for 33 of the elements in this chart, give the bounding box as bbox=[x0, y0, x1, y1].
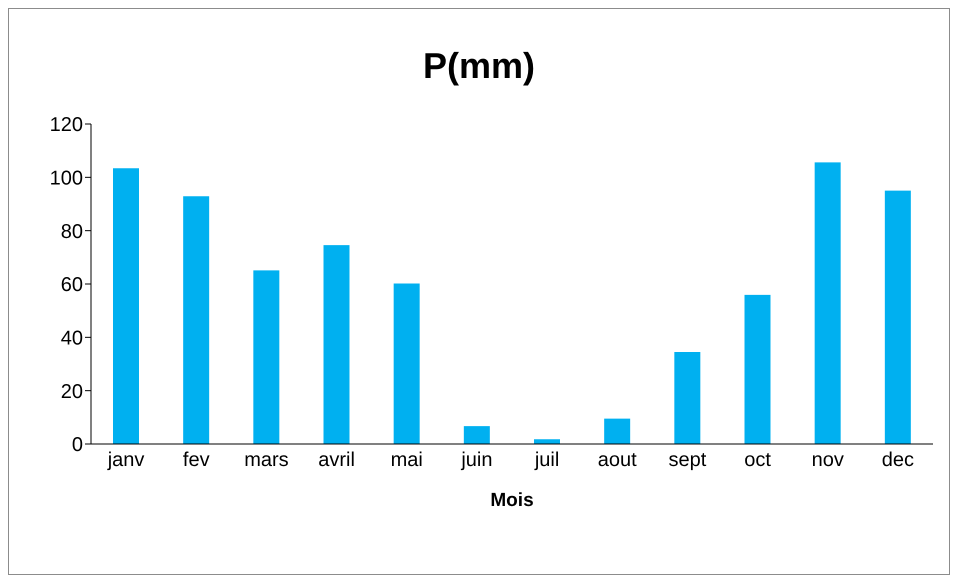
chart-title: P(mm) bbox=[422, 45, 536, 87]
x-tick-label: aout bbox=[598, 449, 638, 472]
bar bbox=[534, 439, 560, 444]
x-tick-label: juil bbox=[534, 449, 560, 472]
y-tick-label: 60 bbox=[60, 274, 83, 296]
bar bbox=[113, 168, 139, 444]
bar bbox=[884, 190, 911, 444]
x-tick-label: fev bbox=[182, 449, 210, 472]
bar bbox=[744, 294, 770, 444]
bar bbox=[324, 245, 350, 444]
bar bbox=[814, 162, 841, 444]
bar bbox=[464, 426, 490, 444]
x-tick-label: oct bbox=[744, 449, 772, 472]
bar bbox=[183, 196, 210, 444]
y-tick-label: 40 bbox=[60, 327, 83, 350]
y-tick-label: 120 bbox=[50, 114, 83, 136]
x-tick-label: juin bbox=[460, 449, 492, 472]
y-tick-label: 80 bbox=[60, 220, 83, 243]
x-tick-label: mai bbox=[390, 449, 423, 472]
x-tick-label: dec bbox=[882, 449, 914, 472]
x-tick-label: sept bbox=[668, 449, 707, 472]
bar bbox=[604, 418, 630, 444]
bar bbox=[674, 352, 700, 444]
x-tick-label: mars bbox=[244, 449, 289, 472]
bar bbox=[394, 283, 420, 444]
bar bbox=[253, 270, 280, 444]
x-axis-title: Mois bbox=[490, 490, 534, 511]
y-tick-label: 100 bbox=[50, 167, 83, 190]
y-tick-label: 0 bbox=[72, 434, 83, 456]
x-tick-label: avril bbox=[318, 449, 355, 472]
x-tick-label: janv bbox=[106, 449, 144, 472]
y-tick-label: 20 bbox=[60, 380, 83, 403]
x-tick-label: nov bbox=[812, 449, 844, 472]
